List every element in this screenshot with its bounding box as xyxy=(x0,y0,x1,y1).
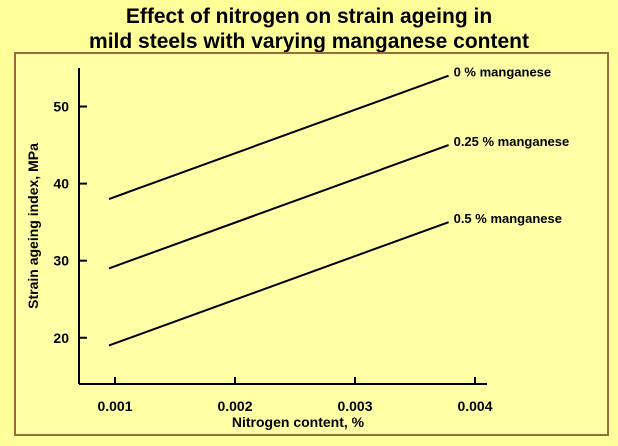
chart-title: Effect of nitrogen on strain ageing in m… xyxy=(0,4,618,54)
y-tick-label: 40 xyxy=(53,176,69,192)
x-axis-label: Nitrogen content, % xyxy=(232,414,365,430)
x-tick-label: 0.002 xyxy=(217,398,252,414)
series-label-2: 0.5 % manganese xyxy=(454,211,562,226)
axes: 0.001 0.002 0.003 0.004 20 30 40 50 xyxy=(53,68,493,414)
series-line-1 xyxy=(108,144,449,270)
series-line-2 xyxy=(108,221,449,347)
series-label-0: 0 % manganese xyxy=(454,65,552,80)
x-tick-label: 0.004 xyxy=(457,398,492,414)
series-label-1: 0.25 % manganese xyxy=(454,134,570,149)
chart-frame xyxy=(14,52,609,436)
y-tick-label: 50 xyxy=(53,99,69,115)
y-axis-label: Strain ageing index, MPa xyxy=(25,143,41,309)
series-line-0 xyxy=(108,74,449,200)
series-lines xyxy=(108,74,449,347)
y-tick-label: 20 xyxy=(53,330,69,346)
chart-title-line-2: mild steels with varying manganese conte… xyxy=(89,30,529,53)
series-labels: 0 % manganese 0.25 % manganese 0.5 % manga… xyxy=(454,65,570,226)
y-tick-label: 30 xyxy=(53,253,69,269)
x-tick-label: 0.003 xyxy=(337,398,372,414)
x-tick-label: 0.001 xyxy=(97,398,132,414)
chart-title-line-1: Effect of nitrogen on strain ageing in xyxy=(125,5,493,28)
